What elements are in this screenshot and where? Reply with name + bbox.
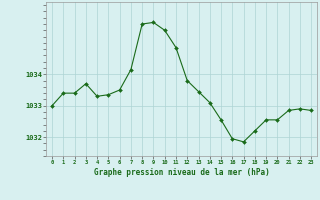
X-axis label: Graphe pression niveau de la mer (hPa): Graphe pression niveau de la mer (hPa) — [94, 168, 269, 177]
